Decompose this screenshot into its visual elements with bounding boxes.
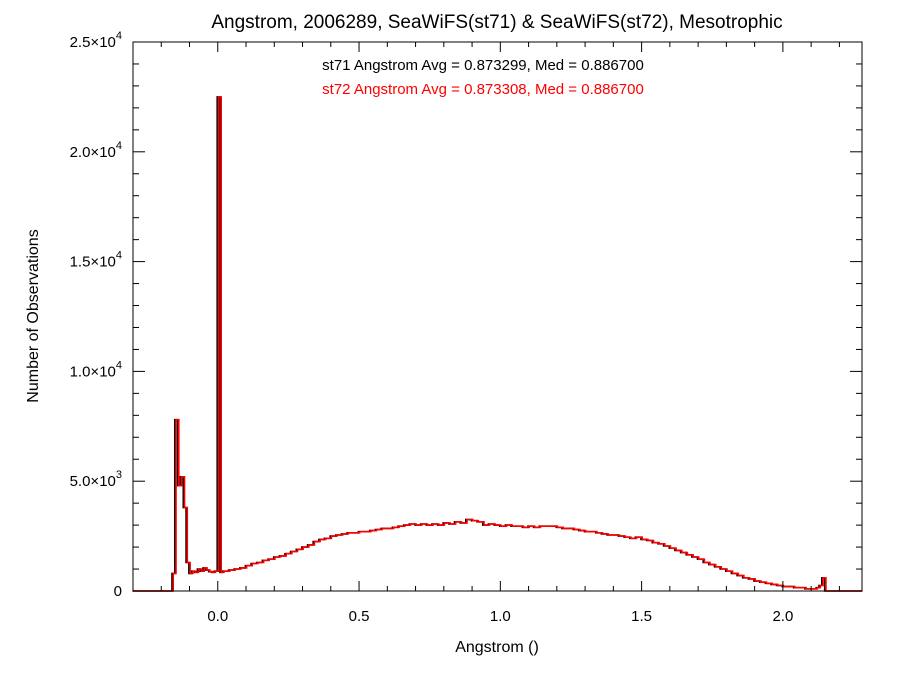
- x-axis-label: Angstrom (): [455, 639, 539, 656]
- chart-title: Angstrom, 2006289, SeaWiFS(st71) & SeaWi…: [211, 12, 782, 33]
- y-tick-label: 1.5×104: [70, 250, 122, 271]
- st72-annotation: st72 Angstrom Avg = 0.873308, Med = 0.88…: [322, 81, 644, 98]
- x-tick-label: 1.5: [631, 608, 652, 625]
- x-tick-label: 2.0: [772, 608, 793, 625]
- series-0-line: [132, 96, 862, 592]
- y-tick-label: 2.0×104: [70, 140, 122, 161]
- series-layer: [132, 96, 863, 592]
- x-tick-label: 0.0: [207, 608, 228, 625]
- y-axis-label: Number of Observations: [25, 229, 42, 402]
- series-1-line: [133, 96, 863, 592]
- y-tick-label: 2.5×104: [70, 30, 122, 51]
- ticks-layer: 0.0 0.5 1.0 1.5 2.0 0 5.0×103 1.0×104 1.5×104 2.0…: [70, 30, 862, 625]
- plot-frame: [132, 41, 863, 592]
- annotations: st71 Angstrom Avg = 0.873299, Med = 0.88…: [322, 57, 644, 98]
- st71-annotation: st71 Angstrom Avg = 0.873299, Med = 0.88…: [322, 57, 644, 74]
- x-tick-label: 0.5: [349, 608, 370, 625]
- x-tick-label: 1.0: [490, 608, 511, 625]
- y-tick-label: 1.0×104: [70, 359, 122, 380]
- y-tick-label: 5.0×103: [70, 469, 122, 490]
- y-tick-label: 0: [114, 583, 122, 600]
